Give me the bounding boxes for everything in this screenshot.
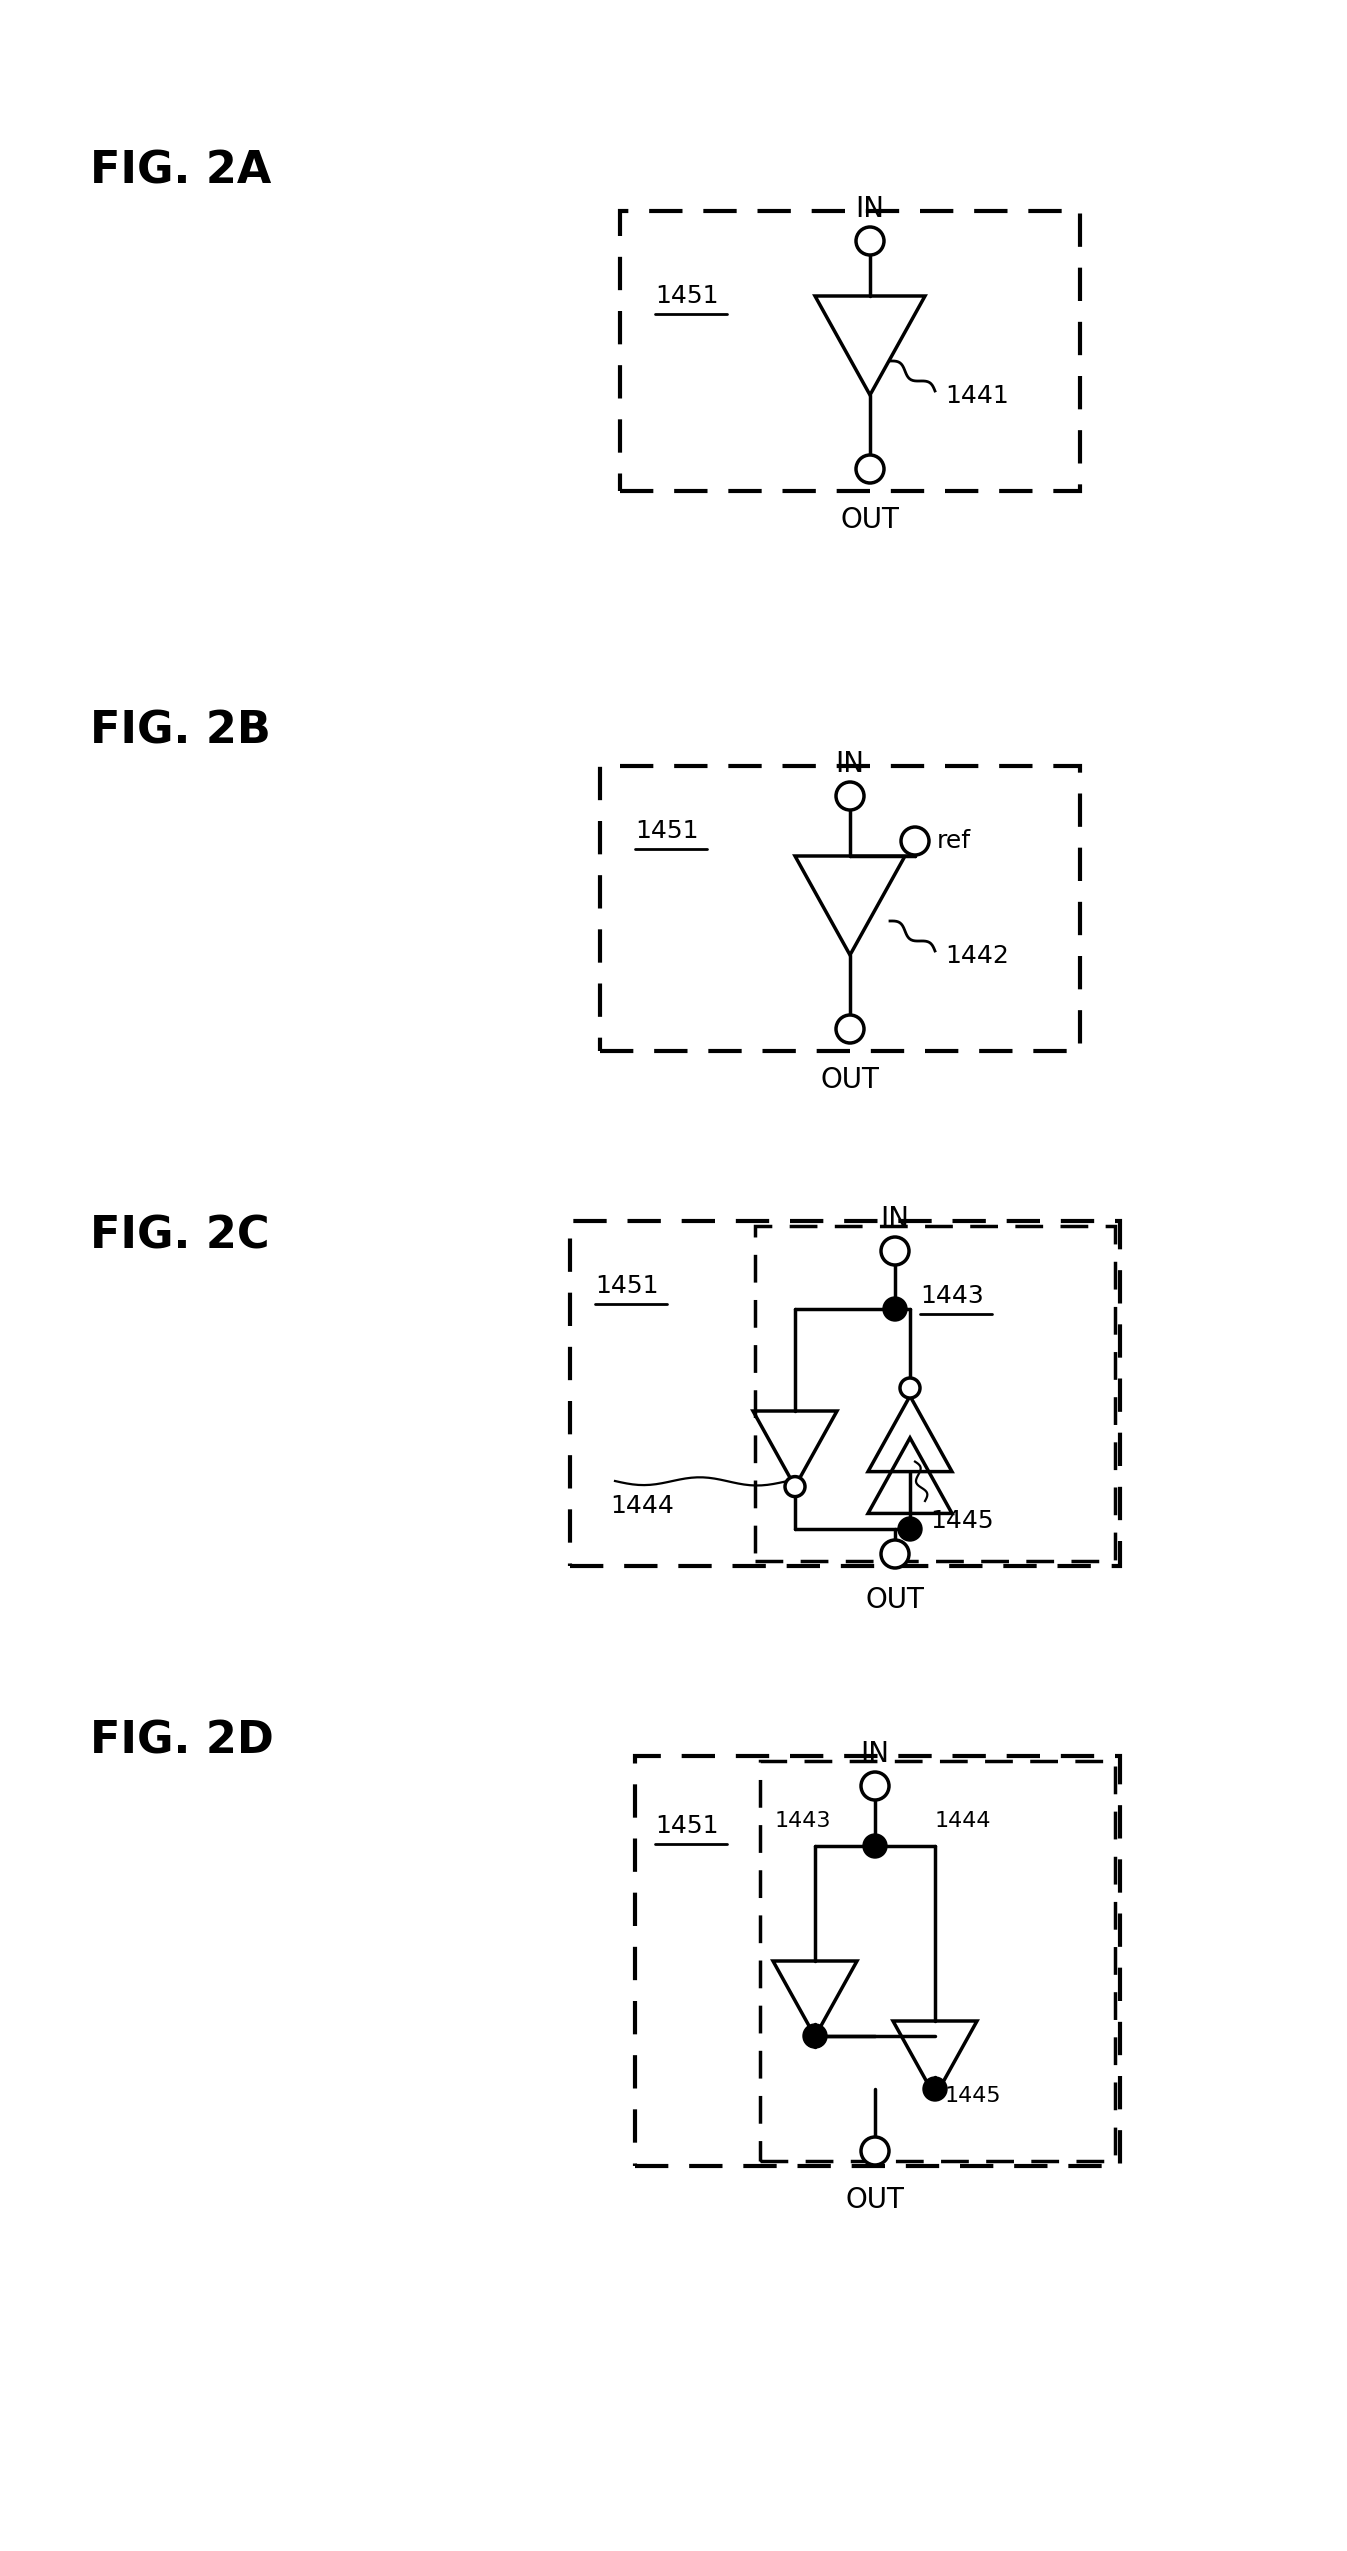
Text: 1444: 1444	[610, 1495, 674, 1518]
Text: 1443: 1443	[775, 1811, 831, 1832]
Circle shape	[900, 1378, 920, 1398]
Text: IN: IN	[881, 1204, 909, 1232]
Text: ref: ref	[938, 829, 971, 852]
Text: IN: IN	[835, 750, 865, 778]
Circle shape	[861, 1773, 889, 1801]
Text: 1444: 1444	[935, 1811, 991, 1832]
Text: OUT: OUT	[866, 1587, 924, 1615]
Text: 1442: 1442	[946, 944, 1009, 967]
Bar	[620, 212, 1080, 490]
Circle shape	[803, 2023, 827, 2048]
Text: IN: IN	[861, 1740, 889, 1768]
Circle shape	[855, 454, 884, 482]
Circle shape	[923, 2077, 947, 2102]
Text: 1451: 1451	[595, 1273, 659, 1298]
Text: 1451: 1451	[634, 819, 699, 842]
Circle shape	[806, 2025, 824, 2046]
Bar	[760, 1760, 1115, 2161]
Text: 1451: 1451	[655, 283, 718, 309]
Circle shape	[881, 1237, 909, 1265]
Text: FIG. 2C: FIG. 2C	[90, 1214, 269, 1258]
Text: FIG. 2A: FIG. 2A	[90, 151, 271, 191]
Bar	[570, 1222, 1119, 1566]
Circle shape	[863, 1834, 888, 1857]
Bar	[634, 1755, 1119, 2166]
Circle shape	[898, 1518, 921, 1541]
Text: FIG. 2B: FIG. 2B	[90, 709, 271, 753]
Circle shape	[836, 1015, 863, 1043]
Circle shape	[881, 1541, 909, 1569]
Bar	[756, 1227, 1115, 1561]
Circle shape	[861, 2138, 889, 2166]
Text: OUT: OUT	[820, 1066, 880, 1094]
Text: 1445: 1445	[929, 1510, 994, 1533]
Circle shape	[785, 1477, 806, 1497]
Circle shape	[884, 1296, 907, 1321]
Text: 1445: 1445	[946, 2087, 1002, 2107]
Text: 1443: 1443	[920, 1283, 983, 1309]
Circle shape	[901, 827, 929, 855]
Text: OUT: OUT	[841, 505, 900, 533]
Text: FIG. 2D: FIG. 2D	[90, 1719, 273, 1763]
Text: IN: IN	[855, 194, 885, 222]
Bar	[599, 765, 1080, 1051]
Text: OUT: OUT	[846, 2186, 904, 2214]
Circle shape	[836, 783, 863, 811]
Circle shape	[855, 227, 884, 255]
Text: 1441: 1441	[946, 385, 1009, 408]
Text: 1451: 1451	[655, 1814, 718, 1839]
